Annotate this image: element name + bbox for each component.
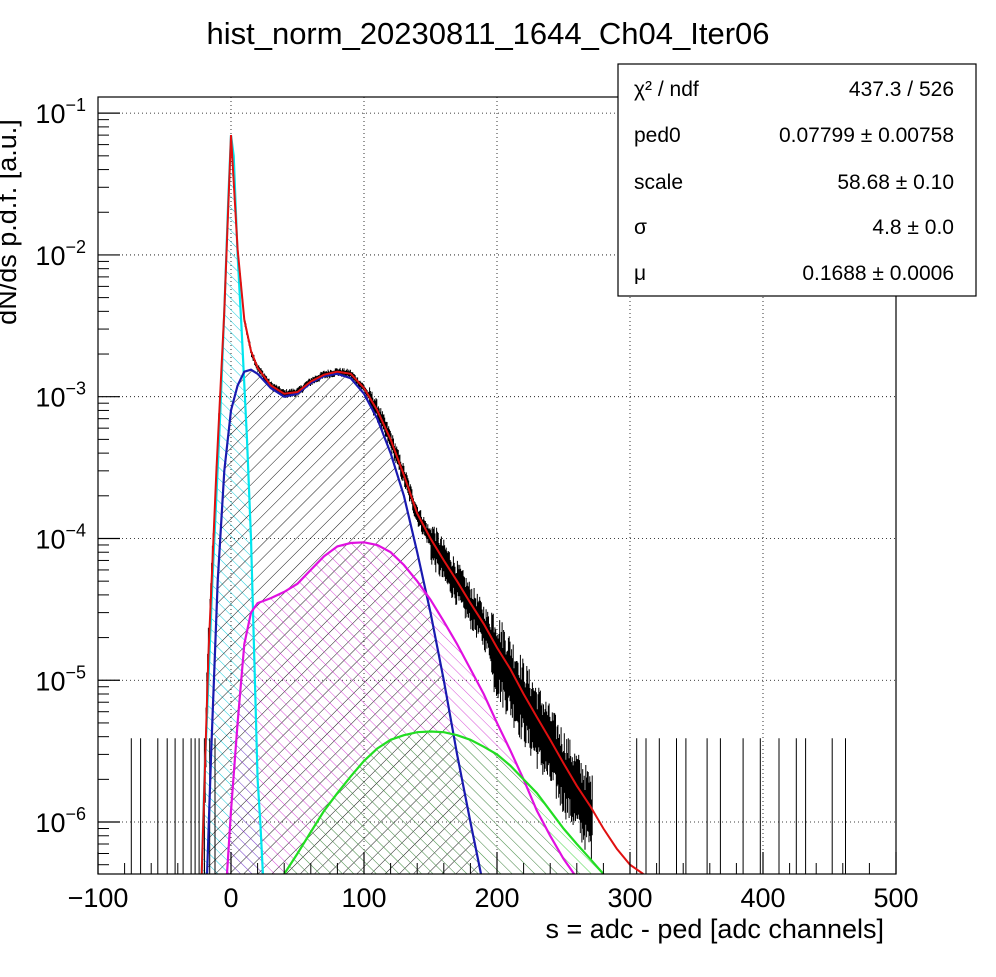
x-axis-label: s = adc - ped [adc channels] [546,914,884,944]
stats-box-frame [617,63,977,297]
stats-value-mu: 0.1688 ± 0.0006 [802,262,954,285]
y-tick-label-0: 10−6 [35,804,86,838]
series-line-3 [283,730,605,874]
stats-value-ped0: 0.07799 ± 0.00758 [779,124,954,147]
stats-box: χ² / ndf 437.3 / 526 ped0 0.07799 ± 0.00… [617,63,977,297]
series-line-1 [206,368,483,874]
stats-label-sigma: σ [634,216,647,239]
y-axis-label: dN/ds p.d.f. [a.u.] [0,119,22,325]
x-tick-label-3: 200 [474,883,519,913]
y-tick-label-4: 10−2 [35,237,86,271]
chart-title: hist_norm_20230811_1644_Ch04_Iter06 [206,16,769,51]
x-tick-label-4: 300 [607,883,652,913]
x-tick-label-2: 100 [341,883,386,913]
series-line-4 [200,135,644,874]
y-tick-label-5: 10−1 [35,95,86,129]
series-area-3 [284,731,604,874]
fill-areas [201,135,604,874]
x-tick-label-0: −100 [68,883,129,913]
series-line-2 [225,541,576,874]
x-tick-label-1: 0 [223,883,238,913]
axes: −100 0 100 200 300 400 500 10−6 10−5 10−4 10−3 10−2… [35,95,918,913]
x-tick-label-6: 500 [873,883,918,913]
stats-label-ped0: ped0 [634,124,681,147]
stats-value-chi2: 437.3 / 526 [849,78,954,101]
y-tick-label-2: 10−4 [35,520,86,554]
stats-value-scale: 58.68 ± 0.10 [837,171,954,194]
stats-label-chi2: χ² / ndf [634,78,699,101]
stats-value-sigma: 4.8 ± 0.0 [872,216,954,239]
y-tick-label-1: 10−5 [35,662,86,696]
x-tick-label-5: 400 [740,883,785,913]
stats-label-mu: μ [634,262,646,285]
stats-label-scale: scale [634,171,683,194]
y-tick-label-3: 10−3 [35,379,86,413]
fit-curves [200,134,644,874]
